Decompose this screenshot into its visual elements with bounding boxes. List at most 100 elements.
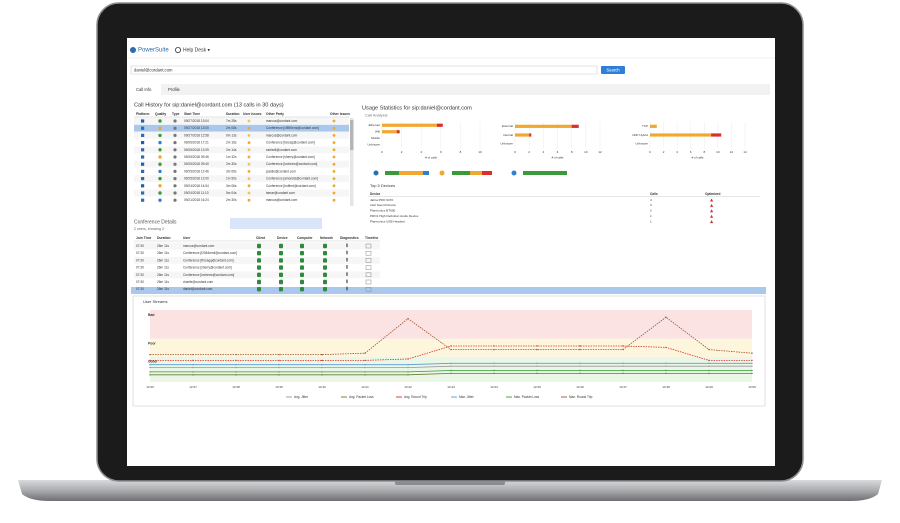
- timeline-icon[interactable]: [365, 286, 372, 292]
- status-icon: [257, 265, 261, 270]
- series-point: [579, 372, 581, 375]
- start-time: 09/21/2018 16:24: [184, 198, 209, 202]
- column-header: Duration: [226, 112, 240, 116]
- series-point: [278, 371, 280, 373]
- status-icon: [279, 272, 283, 277]
- legend-label: Max. Jitter: [459, 395, 475, 399]
- diagnostics-icon: [346, 272, 348, 276]
- status-icon: [257, 272, 261, 277]
- quality-band: [150, 338, 752, 357]
- series-point: [407, 366, 409, 369]
- series-point: [192, 353, 194, 356]
- x-tick-label: 6: [690, 150, 692, 154]
- timeline-icon[interactable]: [365, 258, 372, 263]
- timeline-icon[interactable]: [365, 250, 372, 256]
- column-header: Device: [277, 236, 288, 240]
- duration: 2m 08s: [226, 126, 237, 130]
- type-icon: [173, 177, 177, 181]
- column-header: User Issues: [243, 112, 262, 116]
- category-label: Unknown: [367, 143, 380, 147]
- optimized-icon: [710, 214, 714, 218]
- series-point: [450, 372, 452, 375]
- bar-segment: [515, 133, 530, 137]
- device: PRO1 High Definition Audio Device: [370, 214, 419, 218]
- duration: 26m 11s: [157, 273, 169, 277]
- series-point: [278, 366, 280, 369]
- strip-icon: [439, 170, 445, 176]
- scroll-thumb[interactable]: [350, 120, 354, 150]
- other-party: Conference [amorelis@cordant.com]: [266, 177, 318, 181]
- x-tick-label: 2: [663, 150, 665, 154]
- x-tick-label: 13:45: [533, 385, 541, 389]
- search-button[interactable]: [601, 66, 625, 74]
- series-point: [751, 352, 753, 354]
- tab[interactable]: Call Info: [136, 87, 152, 92]
- bar-segment: [382, 130, 397, 134]
- x-tick-label: 10: [584, 150, 588, 154]
- bar-segment: [571, 124, 579, 128]
- call-history-title: Call History for sip:daniel@cordant.com …: [134, 102, 284, 108]
- legend-label: Max. Round Trip: [569, 395, 593, 399]
- series-point: [493, 369, 495, 372]
- diagnostics-icon: [346, 250, 348, 255]
- timeline-icon[interactable]: [365, 243, 372, 249]
- diagnostics-icon: [346, 286, 348, 291]
- series-point: [278, 359, 280, 362]
- column-header: Calls: [650, 192, 658, 196]
- scrollbar[interactable]: [350, 118, 354, 206]
- duration: 26m 11s: [157, 258, 169, 262]
- row-stripe: [134, 132, 349, 139]
- start-time: 09/26/2018 17:21: [184, 141, 209, 145]
- platform-icon: [141, 162, 145, 166]
- series-point: [364, 364, 366, 366]
- strip-icon: [373, 170, 379, 176]
- column-header: User: [183, 236, 191, 240]
- x-tick-label: 13:41: [361, 385, 369, 389]
- series-point: [751, 372, 753, 375]
- user: daniel@cordant.com: [183, 287, 213, 291]
- bar-segment: [711, 133, 722, 137]
- selected-row-band: [131, 287, 766, 294]
- issue-icon: [332, 162, 336, 166]
- series-point: [364, 352, 366, 354]
- issue-icon: [332, 198, 336, 202]
- platform-icon: [141, 133, 145, 137]
- series-point: [579, 369, 581, 372]
- other-party: Conference [krohnes@cordant.com]: [266, 162, 317, 166]
- series-point: [235, 364, 237, 366]
- user: Conference [sherry@cordant.com]: [183, 266, 232, 270]
- timeline-icon[interactable]: [365, 279, 372, 285]
- menu-icon: [174, 47, 181, 54]
- search-box[interactable]: [130, 65, 598, 75]
- series-point: [450, 362, 452, 364]
- timeline-icon[interactable]: [365, 272, 372, 278]
- issue-icon: [247, 198, 251, 202]
- legend-label: Max. Packet Loss: [514, 395, 540, 399]
- status-icon: [279, 258, 283, 263]
- issue-icon: [332, 119, 336, 123]
- duration: 3m 06s: [226, 184, 237, 188]
- menu[interactable]: Help Desk ▾: [183, 47, 210, 53]
- duration: 26m 11s: [157, 280, 169, 284]
- series-point: [192, 359, 194, 362]
- tab[interactable]: Profile: [168, 87, 181, 92]
- series-point: [622, 362, 624, 364]
- status-icon: [323, 265, 327, 270]
- issue-icon: [247, 155, 251, 159]
- timeline-icon[interactable]: [365, 265, 372, 270]
- row-stripe: [134, 175, 349, 182]
- selected-row[interactable]: [134, 124, 349, 132]
- x-tick-label: 6: [557, 150, 559, 154]
- category-label: Unknown: [635, 141, 648, 145]
- x-tick-label: 13:44: [490, 385, 498, 389]
- series-point: [622, 372, 624, 375]
- series-point: [407, 374, 409, 376]
- status-icon: [257, 279, 261, 285]
- x-tick-label: 13:37: [189, 385, 197, 389]
- tab-bar: [131, 84, 770, 95]
- x-tick-label: 8: [460, 150, 462, 154]
- series-point: [235, 366, 237, 369]
- other-party: Conference [farzaq@cordant.com]: [266, 141, 315, 145]
- join-time: 07:30: [136, 258, 144, 262]
- duration: 2m 30s: [226, 198, 237, 202]
